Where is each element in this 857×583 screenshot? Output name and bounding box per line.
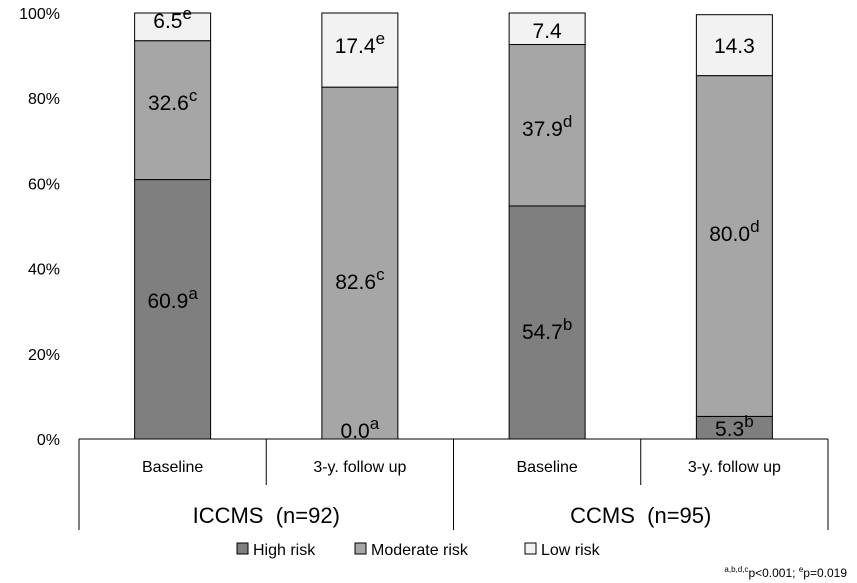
bar-segment — [134, 40, 212, 181]
x-tick-label: 3-y. follow up — [313, 459, 406, 476]
legend-label: Moderate risk — [371, 542, 469, 559]
data-label: 14.3 — [714, 35, 755, 58]
x-tick-label: Baseline — [142, 459, 203, 476]
bar-segment — [508, 44, 586, 207]
bar-segment — [321, 86, 399, 440]
x-axis: Baseline 3-y. follow up Baseline 3-y. follo… — [78, 438, 829, 530]
data-label: 60.9a — [147, 284, 198, 313]
y-tick-label: 80% — [28, 91, 60, 108]
data-label: 32.6c — [148, 86, 198, 115]
axes: 0% 20% 40% 60% 80% 100% — [19, 6, 60, 449]
legend-swatch — [524, 542, 537, 555]
bar-segment — [321, 12, 399, 88]
significance-footnote: a,b,d,cp<0.001; ep=0.019 — [724, 565, 847, 580]
data-label: 0.0a — [341, 414, 380, 443]
group-label: ICCMS (n=92) — [193, 503, 340, 528]
legend-swatch — [236, 542, 249, 555]
bar-segment — [134, 12, 212, 42]
bar-segment — [695, 75, 773, 417]
data-label: 80.0d — [709, 217, 759, 246]
bar-segment — [695, 14, 773, 77]
y-tick-label: 60% — [28, 176, 60, 193]
data-label: 7.4 — [533, 20, 563, 43]
data-label: 5.3b — [715, 412, 754, 441]
data-label: 6.5e — [153, 4, 192, 33]
bar-segment — [134, 179, 212, 440]
y-tick-label: 40% — [28, 262, 60, 279]
data-labels: 60.9a 32.6c 6.5e 0.0a 82.6c 17.4e 54.7b 37.9d 7.… — [147, 4, 759, 443]
x-tick-label: 3-y. follow up — [688, 459, 781, 476]
legend-label: Low risk — [541, 542, 601, 559]
group-label: CCMS (n=95) — [570, 503, 711, 528]
y-tick-label: 20% — [28, 347, 60, 364]
bar-segment — [508, 205, 586, 440]
legend-swatch — [354, 542, 367, 555]
x-tick-label: Baseline — [516, 459, 577, 476]
data-label: 37.9d — [522, 112, 572, 141]
bar-segment — [508, 12, 586, 46]
y-tick-label: 0% — [37, 432, 60, 449]
data-label: 54.7b — [522, 315, 572, 344]
data-label: 17.4e — [335, 29, 385, 58]
data-label: 82.6c — [335, 265, 385, 294]
legend: High risk Moderate risk Low risk — [236, 542, 601, 559]
y-tick-label: 100% — [19, 6, 60, 23]
bars — [134, 12, 773, 440]
legend-label: High risk — [253, 542, 316, 559]
